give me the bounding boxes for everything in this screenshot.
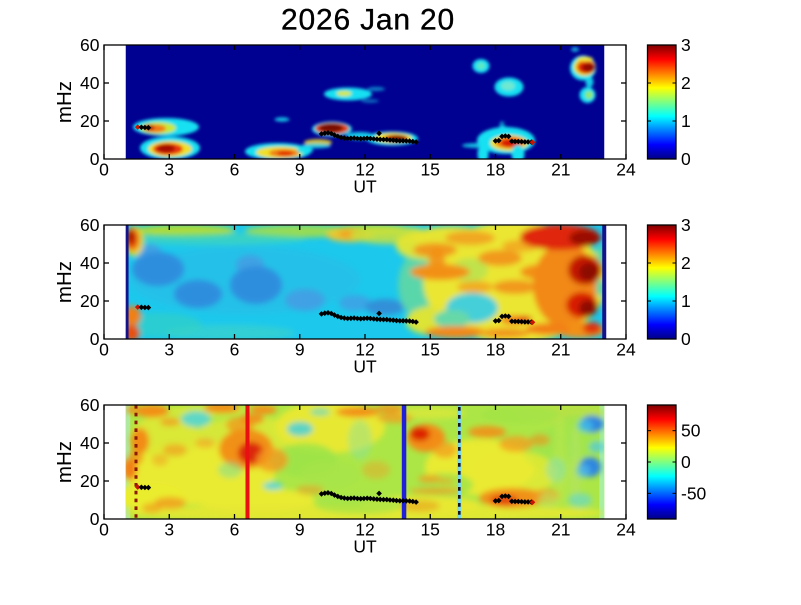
svg-text:15: 15 — [420, 160, 439, 180]
svg-text:21: 21 — [551, 520, 570, 540]
svg-text:0: 0 — [99, 520, 109, 540]
svg-text:12: 12 — [355, 520, 374, 540]
svg-text:UT: UT — [353, 176, 377, 196]
svg-text:18: 18 — [486, 340, 505, 360]
svg-text:2026 Jan 20: 2026 Jan 20 — [281, 4, 455, 37]
svg-text:0: 0 — [90, 509, 100, 529]
svg-text:6: 6 — [230, 520, 240, 540]
svg-text:3: 3 — [164, 340, 174, 360]
svg-text:9: 9 — [295, 160, 305, 180]
svg-text:60: 60 — [80, 35, 100, 55]
svg-text:UT: UT — [353, 356, 377, 376]
svg-text:3: 3 — [681, 35, 691, 55]
svg-text:0: 0 — [681, 149, 691, 169]
svg-text:60: 60 — [80, 395, 100, 415]
svg-text:mHz: mHz — [53, 81, 76, 123]
svg-text:2: 2 — [681, 253, 691, 273]
svg-text:mHz: mHz — [53, 441, 76, 483]
svg-text:12: 12 — [355, 340, 374, 360]
svg-text:50: 50 — [681, 421, 701, 441]
svg-text:9: 9 — [295, 340, 305, 360]
svg-text:0: 0 — [681, 452, 691, 472]
svg-text:40: 40 — [80, 253, 100, 273]
svg-text:18: 18 — [486, 160, 505, 180]
svg-text:20: 20 — [80, 111, 100, 131]
svg-text:15: 15 — [420, 520, 439, 540]
svg-text:UT: UT — [353, 536, 377, 556]
svg-text:24: 24 — [616, 160, 636, 180]
svg-text:0: 0 — [99, 160, 109, 180]
svg-text:18: 18 — [486, 520, 505, 540]
svg-text:9: 9 — [295, 520, 305, 540]
svg-text:-50: -50 — [681, 483, 707, 503]
svg-text:40: 40 — [80, 73, 100, 93]
svg-text:3: 3 — [681, 215, 691, 235]
svg-text:0: 0 — [90, 149, 100, 169]
svg-text:6: 6 — [230, 340, 240, 360]
svg-text:21: 21 — [551, 340, 570, 360]
svg-text:0: 0 — [90, 329, 100, 349]
svg-text:60: 60 — [80, 215, 100, 235]
svg-text:6: 6 — [230, 160, 240, 180]
svg-text:40: 40 — [80, 433, 100, 453]
svg-text:24: 24 — [616, 340, 636, 360]
svg-text:0: 0 — [681, 329, 691, 349]
svg-text:0: 0 — [99, 340, 109, 360]
svg-text:mHz: mHz — [53, 261, 76, 303]
svg-text:3: 3 — [164, 160, 174, 180]
svg-text:1: 1 — [681, 291, 691, 311]
svg-text:3: 3 — [164, 520, 174, 540]
svg-text:2: 2 — [681, 73, 691, 93]
svg-text:20: 20 — [80, 291, 100, 311]
svg-text:12: 12 — [355, 160, 374, 180]
svg-text:15: 15 — [420, 340, 439, 360]
svg-text:21: 21 — [551, 160, 570, 180]
svg-text:24: 24 — [616, 520, 636, 540]
svg-text:1: 1 — [681, 111, 691, 131]
svg-text:20: 20 — [80, 471, 100, 491]
